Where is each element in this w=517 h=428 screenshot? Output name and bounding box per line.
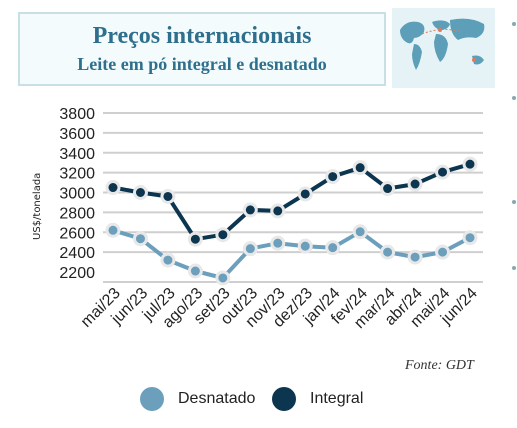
point-integral: [297, 186, 313, 202]
point-integral: [132, 185, 148, 200]
series-points: [105, 156, 478, 286]
point-integral: [435, 164, 451, 180]
point-desnatado: [407, 249, 423, 265]
point-desnatado: [242, 241, 258, 257]
y-tick-label: 3200: [59, 166, 95, 183]
point-integral: [462, 156, 478, 172]
y-tick-label: 3600: [59, 126, 95, 143]
y-tick-label: 2400: [59, 245, 95, 262]
chart-subtitle: Leite em pó integral e desnatado: [77, 54, 327, 74]
title-box: Preços internacionais Leite em pó integr…: [18, 12, 386, 86]
point-integral: [380, 181, 396, 197]
y-tick-label: 2800: [59, 205, 95, 222]
legend-swatch-desnatado: [140, 387, 164, 411]
point-desnatado: [160, 252, 176, 268]
point-desnatado: [187, 263, 203, 279]
chart-title: Preços internacionais: [92, 23, 312, 49]
y-tick-label: 2200: [59, 265, 95, 282]
point-desnatado: [325, 240, 341, 256]
point-integral: [407, 176, 423, 192]
world-map-icon: [392, 8, 495, 88]
y-tick-label: 3800: [59, 106, 95, 123]
point-integral: [187, 231, 203, 247]
point-integral: [105, 180, 121, 196]
y-tick-label: 2600: [59, 225, 95, 242]
point-desnatado: [380, 244, 396, 260]
x-tick-labels: mai/23jun/23jul/23ago/23set/23out/23nov/…: [78, 285, 481, 332]
y-tick-label: 3400: [59, 146, 95, 163]
point-desnatado: [105, 222, 121, 238]
point-integral: [325, 169, 341, 185]
point-desnatado: [352, 224, 368, 240]
legend-label-integral: Integral: [310, 390, 364, 407]
point-integral: [352, 160, 368, 176]
point-desnatado: [462, 230, 478, 246]
y-tick-label: 3000: [59, 186, 95, 203]
legend-label-desnatado: Desnatado: [178, 390, 256, 407]
legend-swatch-integral: [272, 387, 296, 411]
point-desnatado: [297, 238, 313, 254]
point-desnatado: [270, 235, 286, 251]
source-note: Fonte: GDT: [405, 358, 474, 373]
point-integral: [215, 227, 231, 243]
point-integral: [270, 203, 286, 219]
point-integral: [160, 188, 176, 204]
point-desnatado: [132, 231, 148, 247]
point-integral: [242, 202, 258, 218]
point-desnatado: [215, 270, 231, 286]
y-axis-label: US$/tonelada: [32, 173, 43, 240]
point-desnatado: [435, 244, 451, 260]
y-tick-labels: 2200 2400 2600 2800 3000 3200 3400 3600 3800: [59, 106, 95, 282]
